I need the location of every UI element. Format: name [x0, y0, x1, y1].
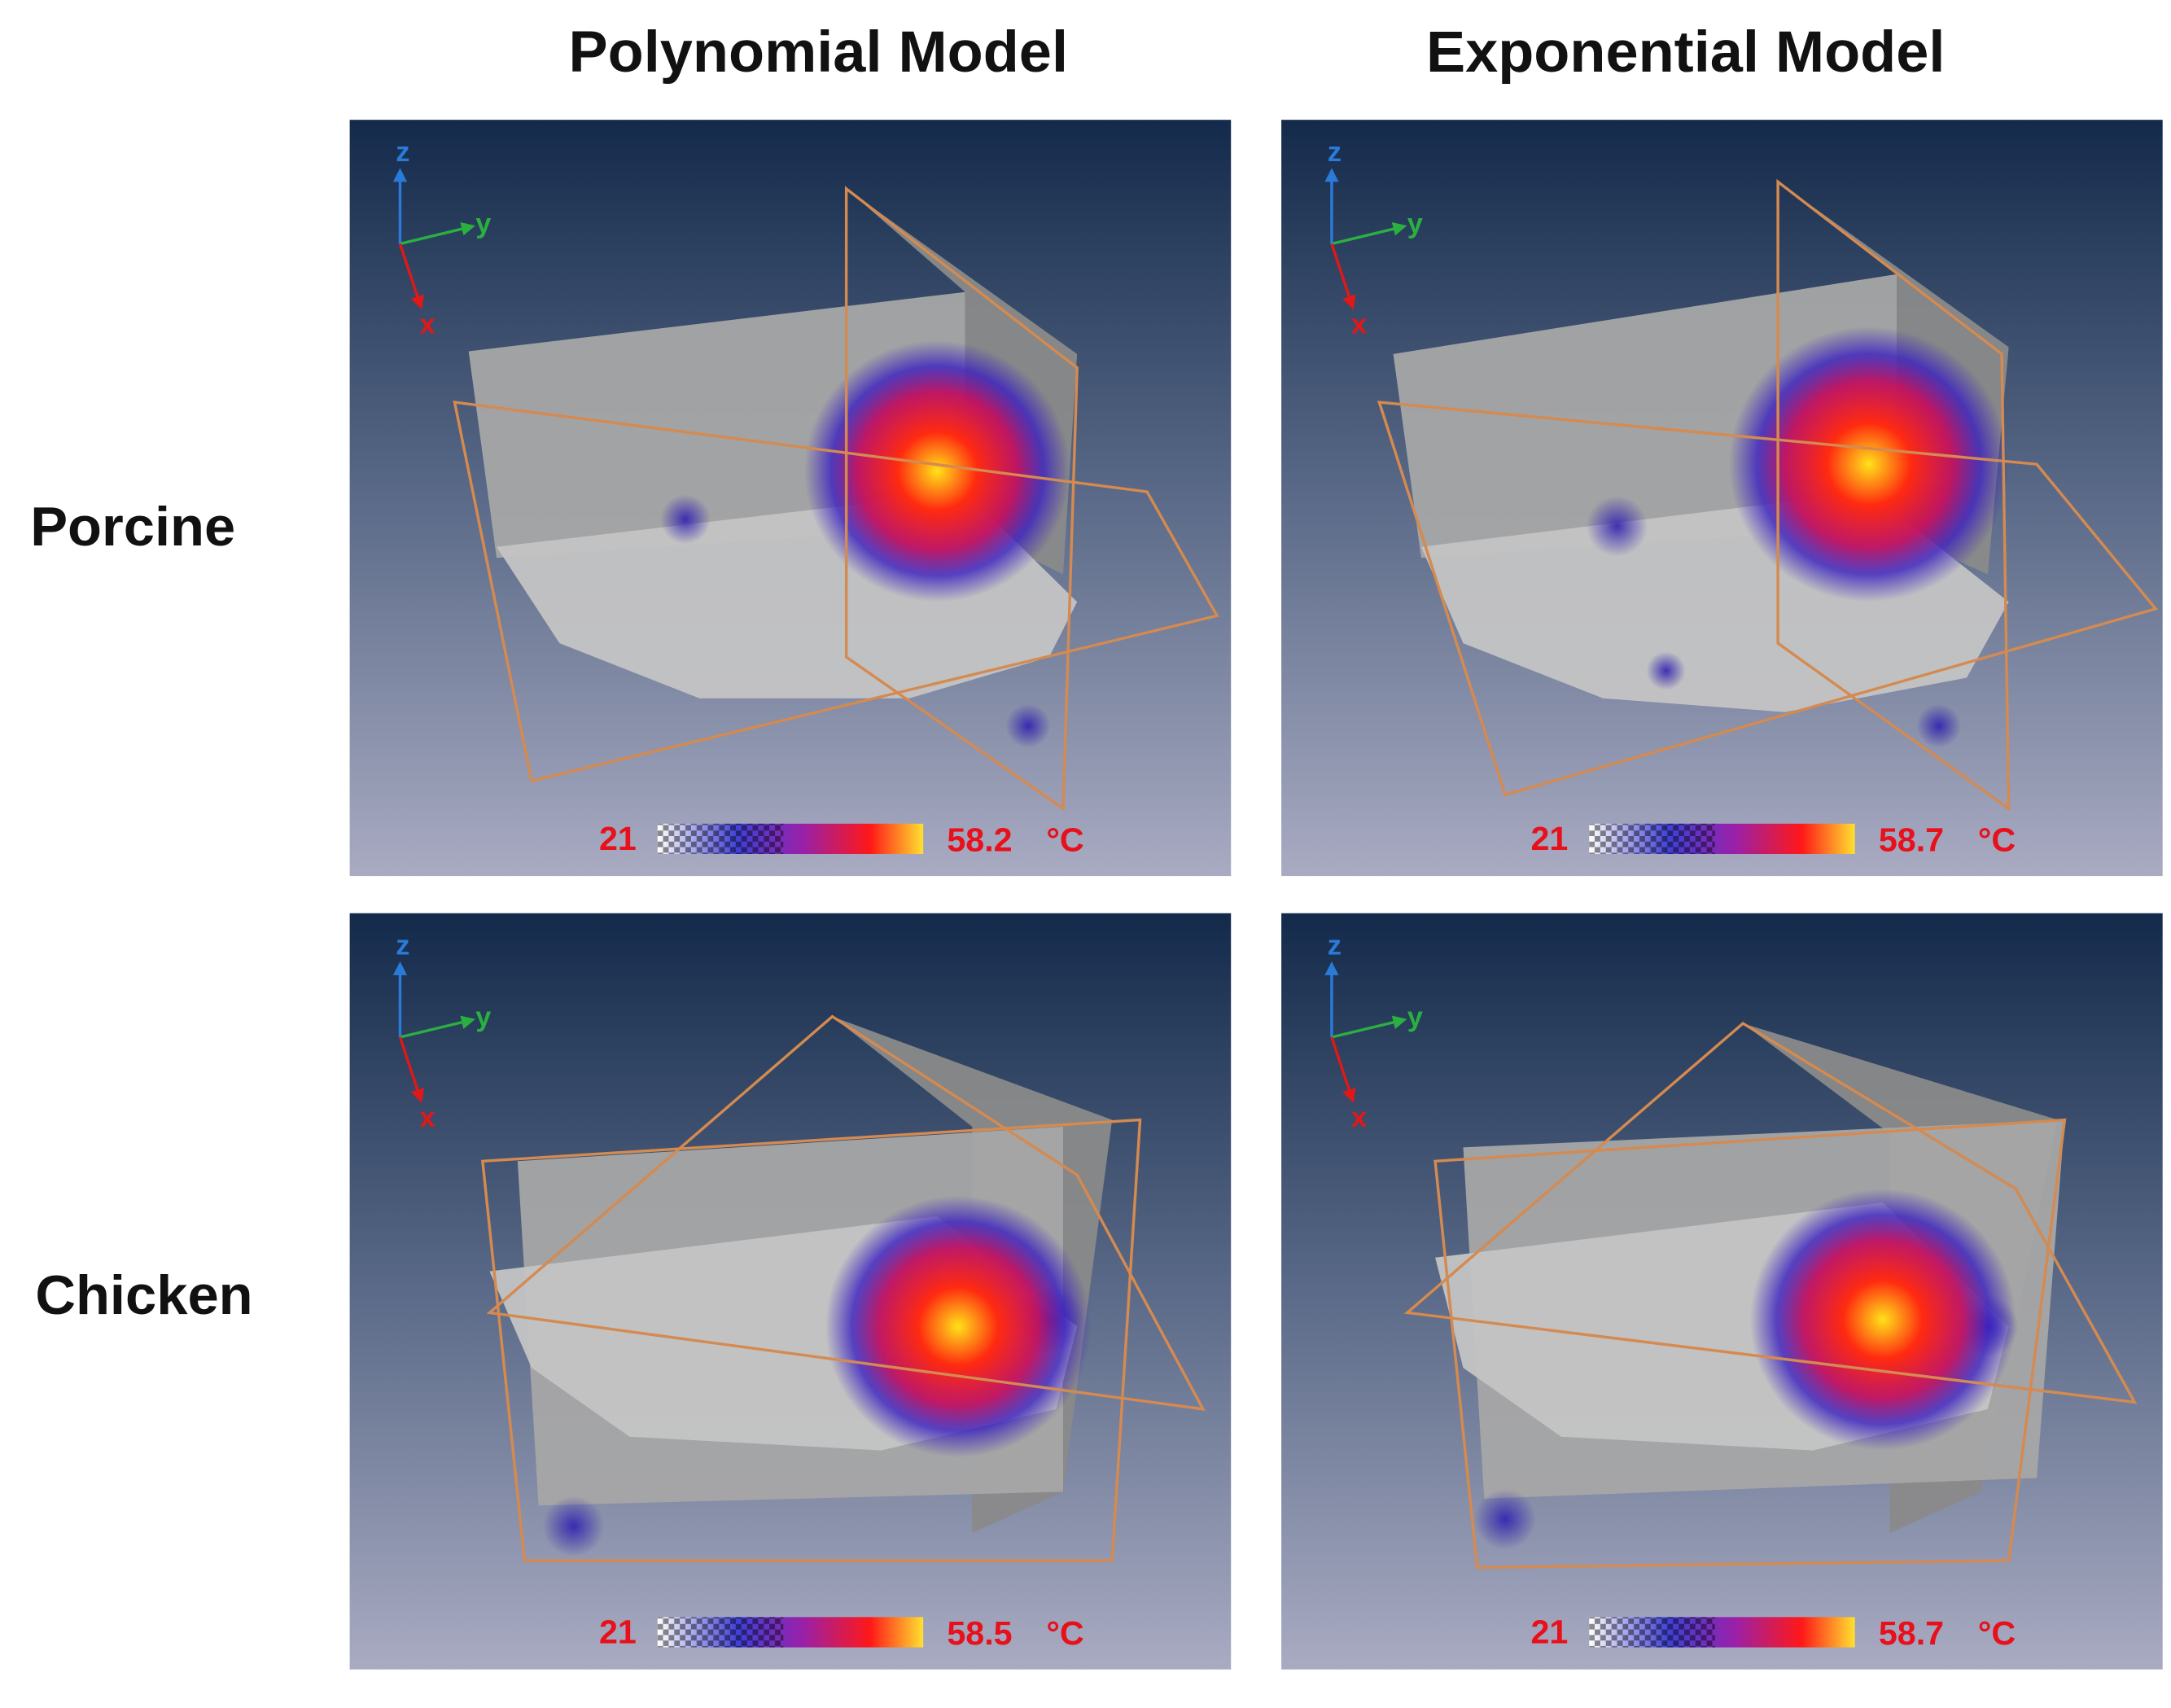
- axis-label: y: [1407, 208, 1423, 239]
- colorbar-min: 21: [1530, 1614, 1568, 1651]
- cold-spot: [1005, 703, 1051, 748]
- row-label: Porcine: [30, 496, 235, 557]
- axis-x: [398, 1036, 425, 1103]
- colorbar-unit: °C: [1978, 1614, 2016, 1652]
- cold-spot: [1646, 651, 1686, 690]
- hot-spot: [804, 339, 1070, 602]
- render-panel: z y x 21 58.2 °C: [349, 120, 1232, 877]
- slice-outline: [1377, 401, 2159, 797]
- slice-outline: [1403, 1022, 2138, 1404]
- column-header: Polynomial Model: [569, 20, 1068, 84]
- colorbar-min: 21: [1530, 820, 1568, 857]
- axis-y: [1331, 1015, 1407, 1039]
- colorbar-max: 58.2: [947, 821, 1012, 859]
- render-panel: z y x 21 58.7 °C: [1281, 120, 2163, 877]
- axis-label: y: [1407, 1002, 1423, 1033]
- axis-label: z: [396, 137, 409, 168]
- axis-label: x: [420, 309, 436, 340]
- slice-outline: [453, 401, 1219, 783]
- axis-x: [398, 243, 425, 310]
- axis-x: [1330, 1036, 1356, 1103]
- colorbar-unit: °C: [1046, 821, 1083, 859]
- render-panel: z y x 21 58.7 °C: [1281, 913, 2163, 1670]
- colorbar-min: 21: [599, 820, 637, 857]
- cold-spot: [1586, 496, 1648, 557]
- axis-x: [1330, 243, 1356, 310]
- cold-spot: [660, 494, 711, 545]
- cold-spot: [542, 1496, 605, 1557]
- colorbar-checker: [657, 1617, 784, 1648]
- axis-y: [400, 1015, 476, 1039]
- hot-spot: [1728, 326, 2009, 602]
- render-panel: z y x 21 58.5 °C: [349, 913, 1232, 1670]
- cold-spot: [1916, 703, 1962, 748]
- axis-label: x: [1351, 1102, 1367, 1133]
- colorbar-unit: °C: [1046, 1614, 1083, 1652]
- axis-label: y: [475, 1002, 491, 1033]
- slice-outline: [480, 1118, 1142, 1562]
- colorbar-max: 58.5: [947, 1614, 1012, 1652]
- colorbar-max: 58.7: [1879, 821, 1944, 859]
- slice-outline: [1433, 1118, 2067, 1570]
- axis-label: z: [1328, 931, 1342, 961]
- axis-label: z: [1328, 137, 1342, 168]
- slice-outline: [486, 1014, 1206, 1411]
- axis-label: z: [396, 931, 409, 961]
- colorbar-unit: °C: [1978, 821, 2016, 859]
- colorbar-checker: [1589, 1617, 1715, 1648]
- row-label: Chicken: [35, 1265, 252, 1326]
- cold-spot: [1474, 1488, 1536, 1550]
- axis-label: x: [1351, 309, 1367, 340]
- axis-label: x: [420, 1102, 436, 1133]
- colorbar-max: 58.7: [1879, 1614, 1944, 1652]
- slice-outline: [844, 186, 1079, 812]
- axis-label: y: [475, 208, 491, 239]
- colorbar-min: 21: [599, 1614, 637, 1651]
- axis-y: [400, 221, 476, 246]
- slice-outline: [1776, 178, 2011, 812]
- axis-y: [1331, 221, 1407, 246]
- colorbar-checker: [657, 823, 784, 854]
- column-header: Exponential Model: [1426, 20, 1946, 84]
- hot-spot: [825, 1195, 1092, 1458]
- colorbar-checker: [1589, 823, 1715, 854]
- hot-spot: [1749, 1189, 2016, 1451]
